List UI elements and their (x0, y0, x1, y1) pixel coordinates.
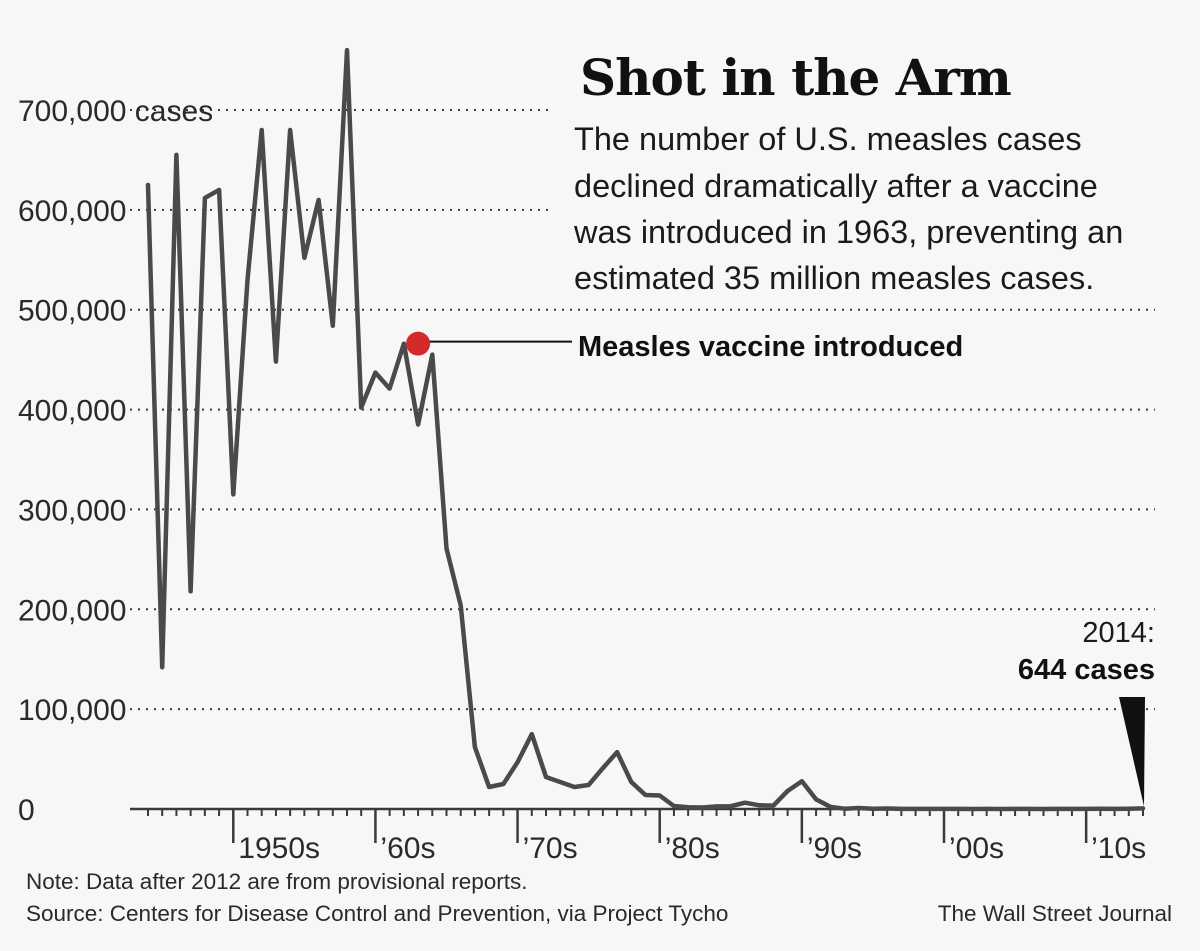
y-tick-label-7: 700,000 cases (18, 95, 213, 128)
x-tick-label-4: ’90s (807, 832, 862, 865)
chart-subtitle: The number of U.S. measles cases decline… (573, 121, 1123, 296)
publisher-credit: The Wall Street Journal (938, 901, 1172, 926)
end-year-label: 2014: (1082, 617, 1155, 649)
x-tick-label-0: 1950s (238, 832, 320, 865)
vaccine-annotation-label: Measles vaccine introduced (578, 331, 963, 363)
subtitle-line-4: estimated 35 million measles cases. (574, 260, 1094, 296)
vaccine-introduced-marker (406, 331, 431, 356)
x-tick-label-1: ’60s (380, 832, 435, 865)
y-tick-label-6: 600,000 (18, 195, 126, 228)
subtitle-line-2: declined dramatically after a vaccine (574, 168, 1098, 204)
chart-title: Shot in the Arm (580, 48, 1011, 107)
measles-cases-line (145, 47, 1146, 812)
x-tick-label-2: ’70s (523, 832, 578, 865)
y-tick-label-2: 200,000 (18, 594, 126, 627)
end-value-label: 644 cases (1018, 654, 1155, 686)
footnote: Note: Data after 2012 are from provision… (26, 869, 528, 894)
x-tick-label-3: ’80s (665, 832, 720, 865)
subtitle-line-1: The number of U.S. measles cases (574, 121, 1082, 157)
y-tick-label-5: 500,000 (18, 295, 126, 328)
y-tick-label-4: 400,000 (18, 395, 126, 428)
x-tick-label-5: ’00s (949, 832, 1004, 865)
y-tick-label-0: 0 (18, 794, 35, 827)
y-tick-label-1: 100,000 (18, 694, 126, 727)
source-note: Source: Centers for Disease Control and … (26, 901, 728, 926)
x-tick-label-6: ’10s (1091, 832, 1146, 865)
y-axis-labels: 0 100,000 200,000 300,000 400,000 500,000 600,… (18, 95, 213, 827)
subtitle-line-3: was introduced in 1963, preventing an (573, 214, 1123, 250)
end-value-pointer (1119, 697, 1145, 807)
y-tick-label-3: 300,000 (18, 494, 126, 527)
